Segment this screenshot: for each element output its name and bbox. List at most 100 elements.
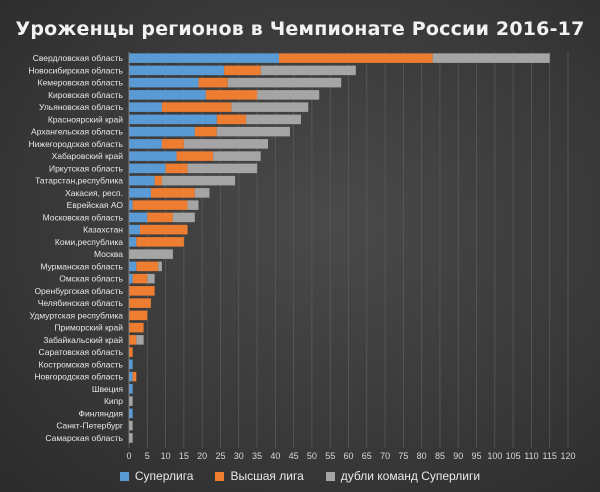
y-category-label: Самарская область [45, 433, 123, 443]
x-tick-label: 15 [179, 451, 189, 461]
bar-segment-series-1 [129, 335, 137, 345]
y-category-label: Новосибирская область [28, 65, 123, 75]
bar-segment-series-1 [147, 212, 173, 223]
legend-swatch-dubli [325, 471, 335, 481]
bar-segment-series-2 [246, 114, 301, 125]
y-category-label: Костромская область [39, 359, 124, 369]
legend-item-vysshaya-liga: Высшая лига [215, 469, 304, 483]
bar-segment-series-2 [187, 200, 199, 210]
y-category-label: Еврейская АО [67, 200, 124, 210]
x-tick-label: 25 [215, 451, 225, 461]
bar-segment-series-0 [129, 359, 133, 370]
x-tick-label: 35 [252, 451, 262, 461]
chart-legend: Суперлига Высшая лига дубли команд Супер… [0, 469, 600, 483]
x-tick-label: 75 [398, 451, 408, 461]
y-category-label: Нижегородская область [29, 139, 124, 149]
y-category-label: Санкт-Петербург [56, 421, 123, 431]
bar-segment-series-1 [150, 188, 195, 198]
x-tick-label: 55 [325, 451, 335, 461]
y-category-label: Финляндия [79, 408, 124, 418]
bar-segment-series-2 [129, 249, 173, 259]
bar-segment-series-1 [129, 310, 148, 321]
bar-segment-series-0 [129, 408, 133, 419]
bar-segment-series-0 [129, 90, 206, 100]
bar-segment-series-1 [224, 65, 261, 76]
bar-segment-series-2 [172, 212, 195, 223]
x-tick-label: 30 [234, 451, 244, 461]
bar-segment-series-2 [147, 273, 155, 284]
bar-segment-series-0 [129, 114, 217, 125]
x-tick-label: 100 [487, 451, 502, 461]
y-category-label: Оренбургская область [34, 286, 123, 296]
bar-segment-series-1 [132, 200, 188, 210]
x-tick-label: 115 [543, 451, 557, 461]
bar-segment-series-2 [216, 126, 290, 137]
legend-swatch-superliga [119, 471, 129, 481]
bar-segment-series-2 [183, 139, 269, 149]
legend-label-dubli: дубли команд Суперлиги [340, 469, 481, 483]
y-category-label: Саратовская область [39, 347, 124, 357]
bar-segment-series-2 [213, 151, 261, 161]
legend-swatch-vysshaya-liga [215, 471, 225, 481]
bar-segment-series-2 [231, 102, 309, 112]
bar-segment-series-2 [158, 261, 162, 272]
legend-item-superliga: Суперлига [119, 469, 194, 483]
bar-segment-series-1 [136, 261, 159, 272]
bar-segment-series-0 [129, 102, 162, 112]
bar-segment-series-1 [205, 90, 258, 100]
y-category-label: Приморский край [54, 323, 123, 333]
bar-segment-series-1 [129, 298, 151, 308]
x-tick-label: 95 [472, 451, 482, 461]
bar-segment-series-0 [129, 200, 133, 210]
y-category-label: Коми,республика [55, 237, 123, 247]
y-category-label: Москва [94, 249, 123, 259]
x-tick-label: 0 [126, 451, 131, 461]
bar-segment-series-0 [129, 212, 148, 223]
y-category-label: Омская область [59, 274, 123, 284]
x-tick-label: 80 [417, 451, 427, 461]
x-tick-label: 70 [380, 451, 390, 461]
y-category-label: Татарстан,республика [35, 176, 123, 186]
legend-label-superliga: Суперлига [134, 469, 194, 483]
y-category-label: Кипр [104, 396, 123, 406]
y-category-label: Иркутская область [49, 163, 124, 173]
bar-segment-series-1 [132, 371, 137, 382]
bar-segment-series-2 [129, 396, 133, 406]
bar-segment-series-1 [216, 114, 247, 125]
y-category-label: Красноярский край [48, 114, 123, 124]
bar-segment-series-2 [187, 163, 258, 174]
bar-segment-series-0 [129, 188, 151, 198]
x-tick-label: 120 [560, 451, 575, 461]
x-tick-label: 105 [506, 451, 521, 461]
bar-segment-series-0 [129, 151, 177, 161]
chart-title: Уроженцы регионов в Чемпионате России 20… [15, 18, 585, 40]
bar-segment-series-2 [136, 335, 144, 345]
y-category-label: Архангельская область [31, 127, 124, 137]
x-tick-label: 60 [343, 451, 353, 461]
bar-segment-series-1 [165, 163, 188, 174]
bar-segment-series-0 [129, 126, 195, 137]
bar-segment-series-1 [136, 237, 184, 247]
bar-segment-series-1 [132, 273, 148, 284]
legend-item-dubli: дубли команд Суперлиги [325, 469, 481, 483]
bar-segment-series-0 [129, 53, 279, 63]
y-category-label: Хакасия, респ. [65, 188, 123, 198]
x-tick-label: 20 [197, 451, 207, 461]
x-tick-label: 65 [362, 451, 372, 461]
bar-segment-series-1 [154, 175, 162, 186]
bar-segment-series-1 [278, 53, 433, 63]
y-category-label: Удмуртская республика [30, 310, 124, 320]
y-category-label: Казахстан [83, 225, 123, 235]
y-category-label: Швеция [92, 384, 124, 394]
bar-segment-series-1 [194, 126, 217, 137]
bar-segment-series-0 [129, 384, 133, 394]
bar-segment-series-2 [432, 53, 550, 63]
x-tick-label: 5 [145, 451, 150, 461]
bar-segment-series-0 [129, 163, 166, 174]
y-category-label: Ульяновская область [39, 102, 124, 112]
x-tick-label: 90 [453, 451, 463, 461]
bar-segment-series-0 [129, 371, 133, 382]
x-tick-label: 45 [289, 451, 299, 461]
bar-segment-series-0 [129, 139, 162, 149]
